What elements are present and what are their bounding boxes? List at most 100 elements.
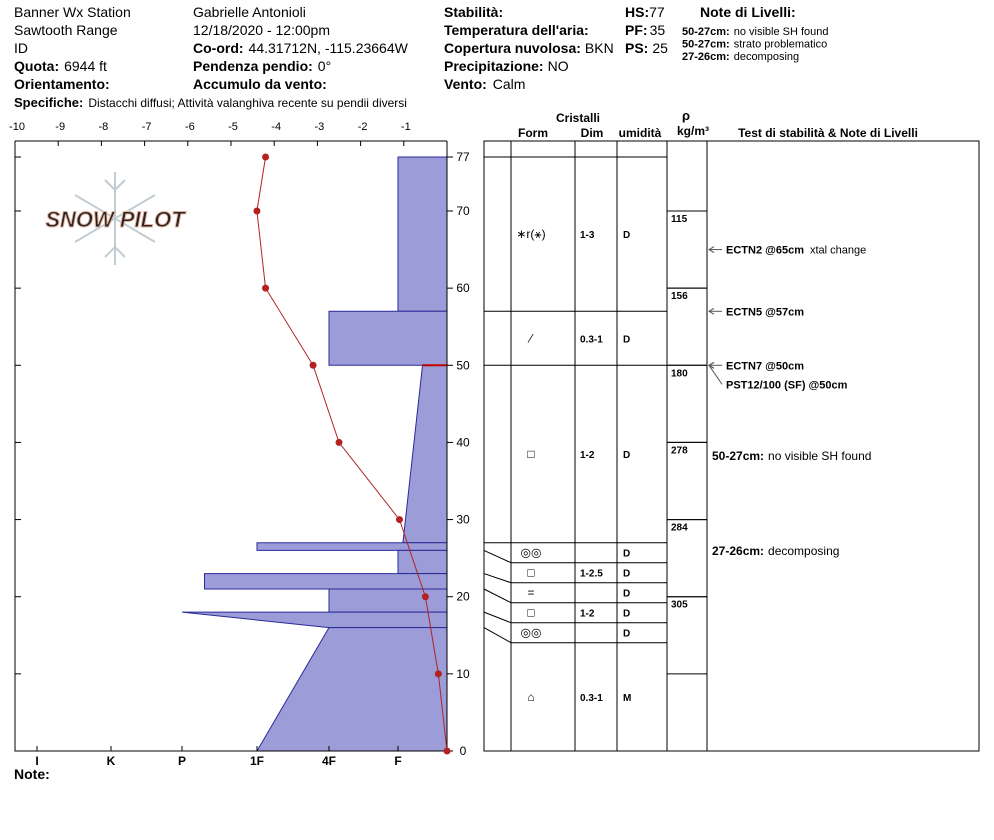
value: NO bbox=[548, 58, 569, 74]
slope: Pendenza pendio: 0° bbox=[193, 58, 331, 74]
x-tick-label: -5 bbox=[228, 121, 238, 133]
moisture: D bbox=[623, 334, 630, 345]
x-tick-label: -3 bbox=[315, 121, 325, 133]
test-name: ECTN2 @65cm bbox=[726, 245, 804, 257]
y-tick-label: 10 bbox=[456, 667, 470, 681]
value: decomposing bbox=[768, 544, 839, 558]
logo: SNOW PILOT bbox=[45, 172, 187, 265]
ps: PS: 25 bbox=[625, 40, 668, 56]
grain-form: ⁄ bbox=[527, 331, 534, 345]
hardness-tick-label: 4F bbox=[322, 754, 336, 768]
density-value: 156 bbox=[671, 291, 688, 302]
grain-form: □ bbox=[527, 566, 534, 580]
test-name: ECTN5 @57cm bbox=[726, 306, 804, 318]
grain-size: 1-2 bbox=[580, 450, 595, 461]
value: 44.31712N, -115.23664W bbox=[249, 40, 409, 56]
label: Quota: bbox=[14, 58, 59, 74]
temperature-point bbox=[309, 361, 317, 369]
hardness-layer bbox=[328, 310, 448, 366]
value: Calm bbox=[493, 76, 526, 92]
value: no visible SH found bbox=[768, 449, 871, 463]
sky: Copertura nuvolosa: BKN bbox=[444, 40, 614, 56]
test-arrow bbox=[708, 365, 723, 385]
label: HS: bbox=[625, 4, 649, 20]
hardness-layer bbox=[256, 627, 448, 752]
stability-test: PST12/100 (SF) @50cm bbox=[726, 379, 848, 391]
dim-head: Dim bbox=[581, 126, 604, 140]
grain-form: □ bbox=[527, 606, 534, 620]
stability-test: ECTN2 @65cm xtal change bbox=[726, 245, 866, 257]
temperature-point bbox=[434, 670, 442, 678]
test-note: xtal change bbox=[810, 245, 866, 257]
x-tick-label: -10 bbox=[9, 121, 25, 133]
label: Vento: bbox=[444, 76, 487, 92]
moisture: D bbox=[623, 230, 630, 241]
value: 0° bbox=[318, 58, 331, 74]
grain-form: ◎◎ bbox=[521, 626, 542, 640]
hardness-layer bbox=[328, 588, 448, 613]
y-tick-label: 60 bbox=[456, 281, 470, 295]
header-layer-notes: 50-27cm: no visible SH found 50-27cm: strat… bbox=[682, 26, 828, 63]
moisture: M bbox=[623, 693, 631, 704]
value: no visible SH found bbox=[734, 26, 829, 38]
arrow-head bbox=[708, 361, 715, 369]
density-value: 180 bbox=[671, 368, 688, 379]
test-name: ECTN7 @50cm bbox=[726, 360, 804, 372]
station: Banner Wx Station bbox=[14, 4, 131, 20]
hardness-tick-label: K bbox=[107, 754, 116, 768]
moisture: D bbox=[623, 569, 630, 580]
label: Co-ord: bbox=[193, 40, 244, 56]
note-label: Note: bbox=[14, 766, 50, 782]
layer-connector bbox=[483, 588, 512, 604]
value: strato problematico bbox=[734, 39, 828, 51]
grain-size: 1-2 bbox=[580, 609, 595, 620]
grain-form: = bbox=[527, 586, 534, 600]
grain-size: 0.3-1 bbox=[580, 334, 603, 345]
hardness-layer bbox=[204, 573, 448, 590]
hardness-layer bbox=[402, 364, 448, 544]
temperature-point bbox=[395, 516, 403, 524]
arrow-head bbox=[708, 246, 715, 254]
value: 35 bbox=[650, 22, 666, 38]
form-head: Form bbox=[518, 126, 548, 140]
layer-connector bbox=[483, 611, 512, 624]
wind: Vento: Calm bbox=[444, 76, 525, 92]
arrow-head bbox=[708, 307, 715, 315]
moisture: D bbox=[623, 629, 630, 640]
value: decomposing bbox=[734, 51, 799, 63]
label: PS: bbox=[625, 40, 648, 56]
grain-form: ∗r(⚹) bbox=[516, 227, 545, 241]
range: Sawtooth Range bbox=[14, 22, 118, 38]
layer-connector bbox=[483, 627, 512, 644]
grain-form: □ bbox=[527, 447, 534, 461]
x-tick-label: -6 bbox=[185, 121, 195, 133]
label: Pendenza pendio: bbox=[193, 58, 313, 74]
hardness-layer bbox=[397, 156, 448, 312]
air-temp: Temperatura dell'aria: bbox=[444, 22, 589, 38]
x-tick-label: -8 bbox=[99, 121, 109, 133]
pf: PF: 35 bbox=[625, 22, 665, 38]
label: 50-27cm: bbox=[712, 449, 764, 463]
hardness-tick-label: P bbox=[178, 754, 186, 768]
grain-form: ◎◎ bbox=[521, 546, 542, 560]
value: 25 bbox=[652, 40, 668, 56]
label: 50-27cm: bbox=[682, 26, 730, 38]
layer-connector bbox=[483, 573, 512, 584]
y-tick-label: 30 bbox=[456, 513, 470, 527]
hardness-layer bbox=[397, 549, 448, 575]
density-value: 115 bbox=[671, 214, 688, 225]
grain-size: 1-3 bbox=[580, 230, 595, 241]
hardness-layer bbox=[256, 542, 448, 551]
y-tick-label: 50 bbox=[456, 358, 470, 372]
observer: Gabrielle Antonioli bbox=[193, 4, 306, 20]
x-tick-label: -9 bbox=[55, 121, 65, 133]
chart-frame bbox=[14, 141, 448, 752]
header-layer-note: 27-26cm: decomposing bbox=[682, 51, 799, 63]
label: Precipitazione: bbox=[444, 58, 544, 74]
stability-test: ECTN7 @50cm bbox=[726, 360, 804, 372]
x-tick-label: -4 bbox=[271, 121, 281, 133]
temperature-point bbox=[262, 153, 270, 161]
moisture: D bbox=[623, 549, 630, 560]
value: Distacchi diffusi; Attività valanghiva r… bbox=[88, 96, 407, 110]
x-tick-label: -2 bbox=[358, 121, 368, 133]
